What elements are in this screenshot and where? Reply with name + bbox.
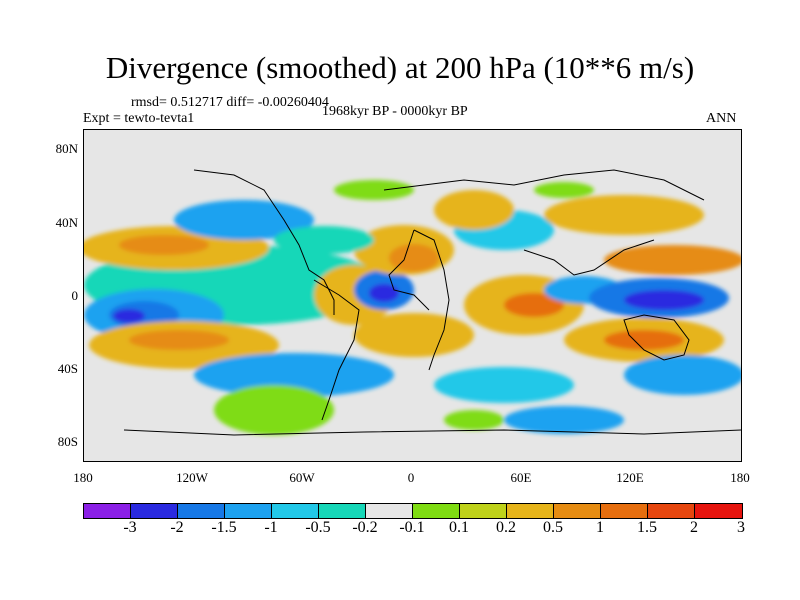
stats-line: rmsd= 0.512717 diff= -0.00260404	[131, 95, 329, 110]
experiment-label: Expt = tewto-tevta1	[83, 111, 195, 126]
colorbar-swatch	[319, 504, 366, 518]
colorbar-label: 1.5	[637, 519, 657, 536]
x-tick-label: 180	[730, 470, 750, 485]
colorbar-label: -0.5	[305, 519, 331, 536]
x-tick-label: 120W	[176, 470, 208, 485]
colorbar-label: 0.5	[543, 519, 563, 536]
colorbar-label: 3	[737, 519, 745, 536]
colorbar-label: -2	[170, 519, 184, 536]
colorbar-swatch	[648, 504, 695, 518]
y-tick-label: 80N	[55, 141, 78, 156]
colorbar-swatch	[460, 504, 507, 518]
period-label: 1968kyr BP - 0000kyr BP	[322, 104, 468, 119]
divergence-map	[83, 129, 742, 462]
colorbar-swatch	[272, 504, 319, 518]
coastlines	[123, 169, 741, 436]
colorbar-label: -0.2	[352, 519, 378, 536]
colorbar-swatch	[225, 504, 272, 518]
x-tick-label: 60E	[510, 470, 532, 485]
colorbar-swatch	[413, 504, 460, 518]
x-tick-label: 60W	[289, 470, 315, 485]
colorbar-swatch	[507, 504, 554, 518]
colorbar-swatch	[554, 504, 601, 518]
colorbar-label: 0.2	[496, 519, 516, 536]
season-label: ANN	[706, 111, 737, 126]
y-tick-label: 0	[71, 288, 79, 303]
colorbar-swatch	[366, 504, 413, 518]
y-tick-label: 80S	[57, 434, 78, 449]
colorbar-label: -1	[264, 519, 278, 536]
colorbar-swatch	[601, 504, 648, 518]
colorbar-label: 1	[596, 519, 604, 536]
colorbar-swatch	[695, 504, 742, 518]
map-title: Divergence (smoothed) at 200 hPa (10**6 …	[105, 50, 695, 85]
colorbar-label: 0.1	[449, 519, 469, 536]
y-tick-label: 40N	[55, 215, 78, 230]
map-field	[84, 130, 741, 461]
x-tick-label: 0	[407, 470, 415, 485]
colorbar-swatch	[178, 504, 225, 518]
colorbar-label: -3	[123, 519, 137, 536]
colorbar-label: -1.5	[211, 519, 237, 536]
colorbar-swatch	[131, 504, 178, 518]
colorbar-label: 2	[690, 519, 698, 536]
colorbar-swatch	[84, 504, 131, 518]
x-tick-label: 180	[73, 470, 93, 485]
y-tick-label: 40S	[57, 361, 78, 376]
colorbar	[83, 503, 743, 519]
colorbar-label: -0.1	[399, 519, 425, 536]
x-tick-label: 120E	[616, 470, 644, 485]
